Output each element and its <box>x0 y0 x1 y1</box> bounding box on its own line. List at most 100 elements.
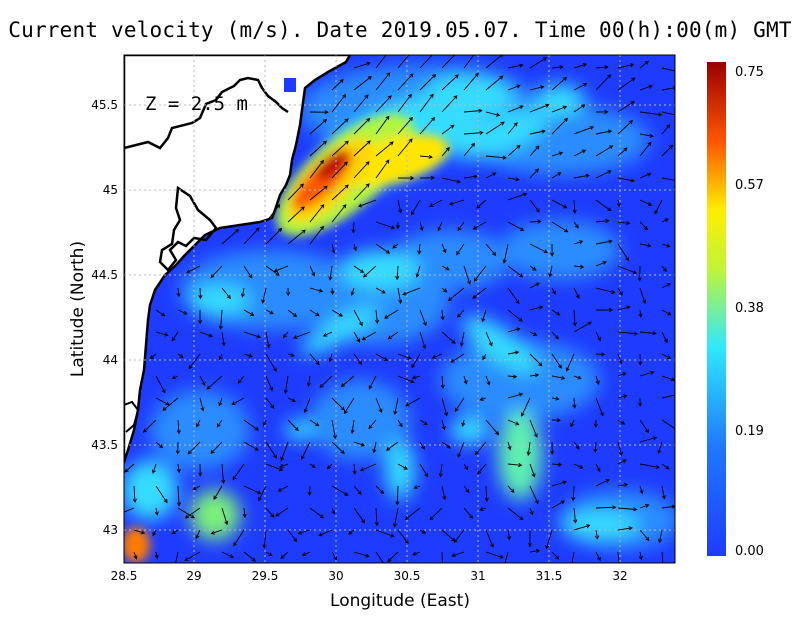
velocity-arrowhead <box>392 523 398 528</box>
velocity-arrowhead <box>273 454 278 459</box>
velocity-arrow <box>480 397 487 401</box>
velocity-arrow <box>507 507 524 521</box>
velocity-arrowhead <box>390 225 396 230</box>
velocity-arrowhead <box>365 161 370 166</box>
velocity-arrow <box>375 287 386 294</box>
velocity-arrowhead <box>545 103 550 108</box>
velocity-arrowhead <box>550 450 555 455</box>
velocity-arrowhead <box>294 427 299 432</box>
velocity-arrow <box>177 309 187 315</box>
velocity-arrow <box>573 441 580 450</box>
velocity-arrow <box>482 353 487 360</box>
velocity-arrowhead <box>351 229 356 234</box>
x-tick-label: 30.5 <box>394 569 421 583</box>
velocity-arrow <box>507 177 519 181</box>
velocity-arrow <box>397 199 402 213</box>
velocity-arrow <box>375 353 388 361</box>
velocity-arrowhead <box>407 93 412 98</box>
velocity-arrow <box>188 353 201 369</box>
velocity-arrow <box>375 485 384 494</box>
velocity-arrowhead <box>538 362 543 367</box>
velocity-arrow <box>529 306 543 311</box>
velocity-arrow <box>393 507 399 527</box>
velocity-arrow <box>397 419 403 427</box>
velocity-arrowhead <box>322 140 328 145</box>
velocity-arrow <box>545 529 553 549</box>
velocity-arrowhead <box>604 65 609 70</box>
grid <box>124 55 675 563</box>
velocity-arrow <box>507 375 517 378</box>
velocity-arrow <box>375 95 392 113</box>
velocity-arrow <box>220 309 223 330</box>
velocity-arrowhead <box>456 313 462 318</box>
velocity-arrowhead <box>410 379 415 384</box>
velocity-arrow <box>263 529 267 548</box>
velocity-arrow <box>595 506 616 509</box>
velocity-arrow <box>573 321 592 333</box>
velocity-arrowhead <box>196 423 200 428</box>
velocity-arrow <box>573 397 576 408</box>
velocity-arrow <box>551 221 568 233</box>
velocity-arrow <box>456 243 465 255</box>
velocity-arrowhead <box>628 120 633 125</box>
velocity-arrow <box>172 529 179 534</box>
velocity-arrowhead <box>320 204 325 209</box>
velocity-arrow <box>331 419 336 439</box>
velocity-arrow <box>171 331 179 341</box>
velocity-arrow <box>573 240 583 245</box>
velocity-arrow <box>309 265 315 276</box>
velocity-arrow <box>221 507 228 525</box>
velocity-arrow <box>661 419 675 430</box>
velocity-arrowhead <box>666 243 671 248</box>
velocity-arrowhead <box>275 512 280 517</box>
velocity-arrow <box>384 309 399 319</box>
velocity-arrowhead <box>482 355 487 361</box>
velocity-arrowhead <box>519 105 524 110</box>
velocity-arrowhead <box>360 442 366 447</box>
velocity-arrowhead <box>473 277 478 282</box>
velocity-arrow <box>529 130 546 135</box>
velocity-arrow <box>441 397 448 416</box>
velocity-arrow <box>551 118 568 135</box>
velocity-arrow <box>199 375 206 386</box>
velocity-arrow <box>595 220 609 223</box>
velocity-arrow <box>529 199 540 213</box>
velocity-arrowhead <box>445 266 450 271</box>
velocity-arrowhead <box>474 450 479 456</box>
velocity-arrow <box>594 441 597 453</box>
velocity-arrow <box>595 199 612 212</box>
velocity-arrowhead <box>593 423 598 428</box>
velocity-arrow <box>617 287 623 296</box>
velocity-arrowhead <box>558 462 563 467</box>
velocity-arrow <box>551 309 560 316</box>
velocity-arrow <box>143 419 157 433</box>
velocity-arrowhead <box>543 249 549 254</box>
velocity-arrowhead <box>558 151 564 156</box>
velocity-arrowhead <box>476 204 481 209</box>
velocity-arrowhead <box>604 109 609 114</box>
velocity-arrowhead <box>365 553 370 558</box>
chart-title: Current velocity (m/s). Date 2019.05.07.… <box>8 18 792 42</box>
velocity-arrowhead <box>398 299 403 305</box>
x-tick-label: 31 <box>470 569 485 583</box>
velocity-arrowhead <box>666 283 672 287</box>
velocity-arrow <box>351 419 355 434</box>
velocity-arrowhead <box>605 478 610 483</box>
velocity-arrowhead <box>421 529 427 534</box>
velocity-arrowhead <box>352 246 358 252</box>
velocity-arrowhead <box>532 266 537 271</box>
velocity-arrow <box>287 309 297 317</box>
velocity-arrow <box>639 371 654 377</box>
velocity-arrowhead <box>472 294 477 299</box>
velocity-arrow <box>265 551 273 556</box>
velocity-arrowhead <box>437 226 442 232</box>
velocity-arrow <box>353 118 370 135</box>
velocity-arrowhead <box>581 149 587 154</box>
velocity-arrowhead <box>410 211 415 216</box>
velocity-arrow <box>323 331 333 337</box>
velocity-arrowhead <box>412 551 417 556</box>
velocity-arrow <box>177 353 184 358</box>
velocity-arrowhead <box>587 321 592 326</box>
velocity-arrowhead <box>607 170 612 174</box>
depth-label: Z = 2.5 m <box>145 93 248 115</box>
